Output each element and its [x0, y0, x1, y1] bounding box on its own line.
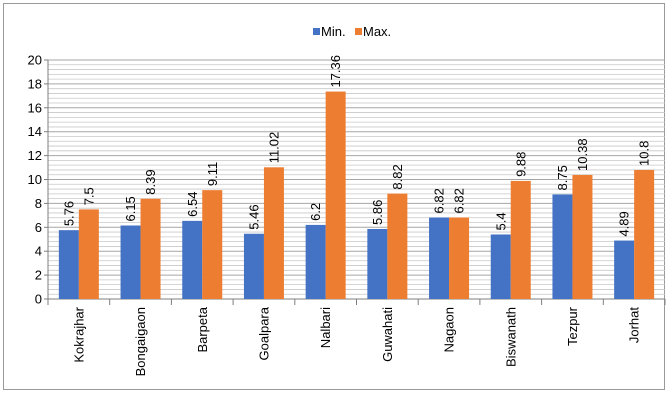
- bar-max: [634, 169, 655, 299]
- bar-min: [614, 240, 635, 299]
- data-label: 6.2: [308, 203, 323, 221]
- bar-min: [552, 194, 573, 299]
- category-label: Kokrajhar: [71, 306, 86, 362]
- bar-max: [263, 167, 284, 299]
- category-label: Tezpur: [565, 306, 580, 346]
- legend-label-max: Max.: [363, 24, 391, 39]
- bar-max: [449, 217, 470, 299]
- y-tick-label: 12: [28, 148, 42, 163]
- bar-max: [78, 209, 99, 300]
- bar-min: [243, 233, 264, 299]
- data-label: 6.54: [185, 192, 200, 217]
- data-label: 9.11: [205, 162, 220, 186]
- bar-min: [429, 217, 450, 299]
- category-label: Biswanath: [503, 307, 518, 367]
- bar-max: [572, 174, 593, 299]
- category-label: Barpeta: [195, 306, 210, 352]
- category-label: Nalbari: [318, 307, 333, 348]
- category-label: Bongaigaon: [133, 307, 148, 376]
- legend-label-min: Min.: [321, 24, 346, 39]
- category-label: Goalpara: [256, 306, 271, 360]
- legend-swatch-min: [313, 28, 320, 35]
- y-tick-label: 0: [35, 292, 42, 307]
- data-label: 11.02: [266, 132, 281, 164]
- bar-min: [490, 234, 511, 299]
- data-label: 10.38: [575, 138, 590, 171]
- bar-min: [367, 228, 388, 299]
- data-label: 8.39: [143, 169, 158, 194]
- data-label: 5.86: [370, 200, 385, 225]
- data-label: 5.76: [61, 201, 76, 226]
- bar-max: [140, 198, 161, 299]
- data-label: 6.82: [452, 188, 467, 213]
- data-label: 6.15: [123, 196, 138, 221]
- y-tick-label: 2: [35, 268, 42, 283]
- y-tick-label: 18: [28, 76, 42, 91]
- data-label: 4.89: [617, 211, 632, 236]
- y-tick-label: 6: [35, 220, 42, 235]
- category-label: Nagaon: [442, 307, 457, 353]
- data-label: 10.8: [637, 141, 652, 166]
- data-label: 8.82: [390, 164, 405, 189]
- data-label: 6.82: [432, 188, 447, 213]
- bar-max: [202, 190, 223, 299]
- bar-min: [120, 225, 141, 299]
- bar-max: [325, 91, 346, 299]
- y-tick-label: 8: [35, 196, 42, 211]
- data-label: 9.88: [513, 152, 528, 177]
- bar-max: [510, 180, 531, 299]
- legend-swatch-max: [355, 28, 362, 35]
- bar-min: [305, 224, 326, 299]
- data-label: 17.36: [328, 55, 343, 88]
- y-tick-label: 16: [28, 100, 42, 115]
- data-label: 5.4: [493, 212, 508, 230]
- y-tick-label: 14: [28, 124, 42, 139]
- category-label: Guwahati: [380, 307, 395, 362]
- category-label: Jorhat: [627, 307, 642, 344]
- y-tick-label: 10: [28, 172, 42, 187]
- y-tick-label: 4: [35, 244, 42, 259]
- data-label: 7.5: [81, 187, 96, 205]
- bar-min: [58, 230, 79, 299]
- bar-max: [387, 193, 408, 299]
- data-label: 8.75: [555, 165, 570, 190]
- bar-min: [182, 220, 203, 299]
- y-tick-label: 20: [28, 53, 42, 68]
- data-label: 5.46: [246, 204, 261, 229]
